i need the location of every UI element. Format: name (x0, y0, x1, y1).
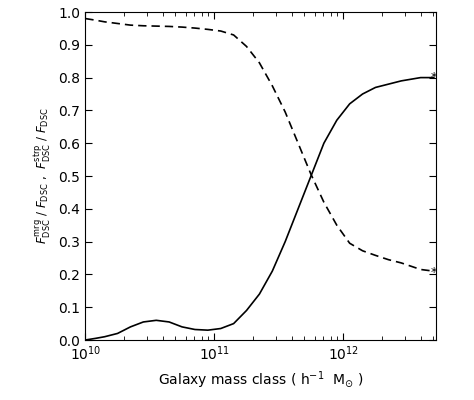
X-axis label: Galaxy mass class ( h$^{-1}$  M$_{\odot}$ ): Galaxy mass class ( h$^{-1}$ M$_{\odot}$… (158, 369, 364, 390)
Y-axis label: $F^{\rm mrg}_{\rm DSC}$ / $F_{\rm DSC}$ ,  $F^{\rm strp}_{\rm DSC}$ / $F_{\rm DS: $F^{\rm mrg}_{\rm DSC}$ / $F_{\rm DSC}$ … (32, 108, 53, 244)
Text: *: * (431, 71, 437, 84)
Text: *: * (431, 266, 437, 279)
